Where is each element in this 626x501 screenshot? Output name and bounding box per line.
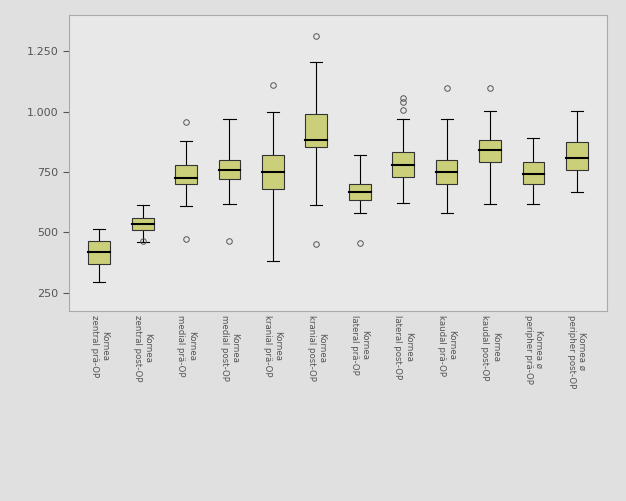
FancyBboxPatch shape [523,162,544,184]
FancyBboxPatch shape [566,142,588,170]
FancyBboxPatch shape [305,114,327,147]
FancyBboxPatch shape [218,160,240,179]
FancyBboxPatch shape [436,160,458,184]
FancyBboxPatch shape [88,241,110,264]
FancyBboxPatch shape [479,140,501,162]
FancyBboxPatch shape [132,218,153,230]
FancyBboxPatch shape [262,154,284,189]
FancyBboxPatch shape [175,165,197,184]
FancyBboxPatch shape [393,152,414,177]
FancyBboxPatch shape [349,184,371,199]
